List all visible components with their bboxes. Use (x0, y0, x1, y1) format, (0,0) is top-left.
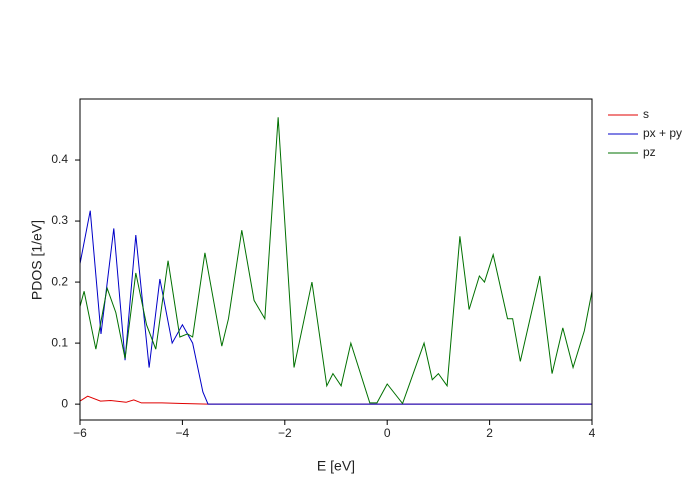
x-axis-title: E [eV] (317, 458, 355, 474)
x-tick-label: −4 (176, 426, 190, 440)
line (79, 395, 592, 405)
y-tick-label: 0.2 (51, 274, 68, 288)
legend-label: s (643, 107, 649, 121)
line (79, 117, 593, 405)
x-tick-label: 2 (486, 426, 493, 440)
line (79, 210, 592, 405)
x-tick-label: −6 (73, 426, 87, 440)
x-tick-label: 0 (384, 426, 391, 440)
y-tick-label: 0.3 (51, 213, 68, 227)
plot-frame (79, 98, 593, 421)
x-tick-label: 4 (589, 426, 596, 440)
legend-label: px + py (643, 126, 682, 140)
y-tick-label: 0.1 (51, 335, 68, 349)
y-tick-label: 0 (61, 396, 68, 410)
legend-label: pz (643, 145, 656, 159)
x-tick-label: −2 (278, 426, 292, 440)
y-axis-title: PDOS [1/eV] (29, 220, 45, 300)
y-tick-label: 0.4 (51, 152, 68, 166)
